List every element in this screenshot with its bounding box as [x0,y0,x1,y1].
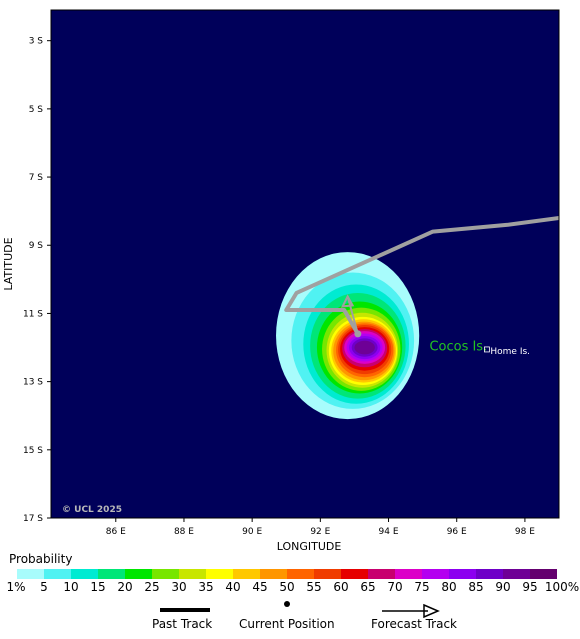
legend-label: 20 [117,580,133,594]
legend-label: 70 [387,580,403,594]
legend-swatch [287,569,314,579]
lon-tick-label: 94 E [379,527,399,537]
legend-label: 75 [414,580,430,594]
lon-tick-label: 98 E [515,527,535,537]
lat-tick-label: 5 S [29,105,44,115]
lat-tick-label: 7 S [29,173,44,183]
island-marker-icon [484,346,490,353]
place-label: Home Is. [490,347,530,357]
legend-swatch [449,569,476,579]
current-position-label: Current Position [239,617,335,631]
track-key-symbols [160,601,440,618]
legend-swatch [530,569,557,579]
legend-swatch [98,569,125,579]
legend-label: 85 [468,580,484,594]
probability-field [276,252,420,420]
legend-label: 40 [225,580,241,594]
lon-tick-label: 86 E [106,527,126,537]
past-track-label: Past Track [152,617,213,631]
probability-color-bar [17,569,557,579]
lat-tick-label: 17 S [23,514,43,524]
map-plot-area [51,10,559,518]
legend-swatch [17,569,44,579]
forecast-arrowhead [340,294,355,308]
legend-label: 5 [40,580,48,594]
current-position-icon [284,601,290,607]
lat-tick-label: 15 S [23,446,43,456]
legend-label: 1% [6,580,26,594]
legend-label: 65 [360,580,376,594]
legend-swatch [71,569,98,579]
legend-label: 15 [90,580,106,594]
axis-ticks: 86 E 88 E 90 E 92 E 94 E 96 E 98 E 3 S 5 S 7 S 9 S… [23,37,535,537]
probability-contour-90 [354,340,375,355]
legend-label: 50 [279,580,295,594]
lon-tick-label: 90 E [242,527,262,537]
storm-track [284,215,559,338]
legend-swatch [368,569,395,579]
legend-swatch [206,569,233,579]
probability-legend-labels: 1% 5 10 15 20 25 30 35 40 45 50 55 60 65 70 75 80 85 90 95 1… [0,580,580,594]
legend-title: Probability [9,552,73,566]
legend-swatch [341,569,368,579]
legend-label: 60 [333,580,349,594]
legend-swatch [125,569,152,579]
x-axis-title: LONGITUDE [277,540,342,553]
place-label: Cocos Is. [429,340,487,355]
past-track-line [284,215,559,335]
forecast-arrow-icon [423,603,440,618]
legend-swatch [314,569,341,579]
lon-tick-label: 88 E [174,527,194,537]
legend-label: 35 [198,580,214,594]
legend-swatch [233,569,260,579]
legend-label: 30 [171,580,187,594]
legend-label: 100% [544,580,580,594]
legend-swatch [476,569,503,579]
legend-label: 95 [522,580,538,594]
forecast-track-label: Forecast Track [371,617,457,631]
current-position-marker [354,330,362,338]
lon-tick-label: 96 E [447,527,467,537]
lat-tick-label: 13 S [23,378,43,388]
forecast-track-line [346,296,359,335]
lat-tick-label: 11 S [23,309,43,319]
legend-swatch [260,569,287,579]
legend-swatch [152,569,179,579]
legend-swatch [503,569,530,579]
legend-label: 80 [441,580,457,594]
lat-tick-label: 9 S [29,241,44,251]
legend-swatch [422,569,449,579]
place-labels: Cocos Is. Home Is. [429,340,530,357]
lon-tick-label: 92 E [310,527,330,537]
credit-label: © UCL 2025 [62,505,122,515]
legend-label: 55 [306,580,322,594]
legend-swatch [395,569,422,579]
legend-label: 25 [144,580,160,594]
legend-swatch [44,569,71,579]
legend-swatch [179,569,206,579]
y-axis-title: LATITUDE [2,237,15,290]
legend-label: 90 [495,580,511,594]
legend-label: 10 [63,580,79,594]
map-frame [50,9,560,519]
lat-tick-label: 3 S [29,37,44,47]
legend-label: 45 [252,580,268,594]
